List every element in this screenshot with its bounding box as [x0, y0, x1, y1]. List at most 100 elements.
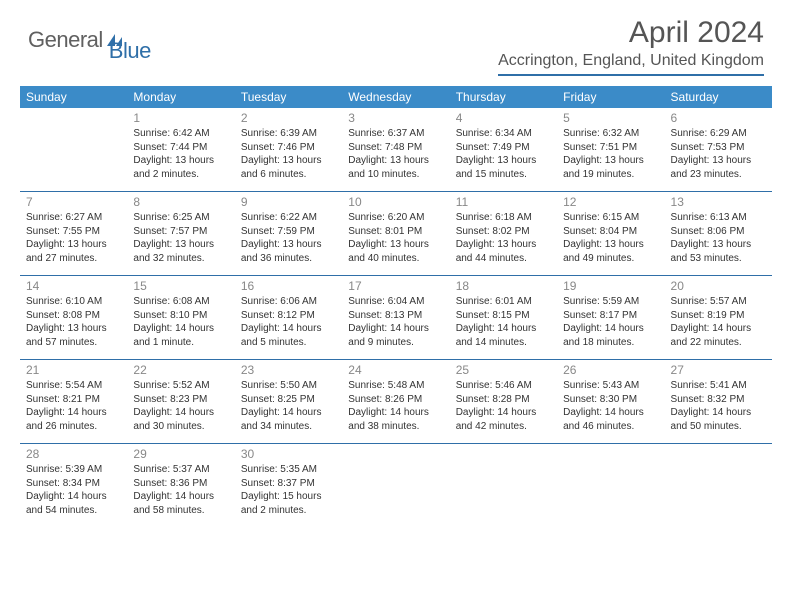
calendar-day-cell: 26 Sunrise: 5:43 AMSunset: 8:30 PMDayligh…	[557, 360, 664, 443]
calendar-day-cell: 27 Sunrise: 5:41 AMSunset: 8:32 PMDayligh…	[665, 360, 772, 443]
day-number: 25	[456, 363, 551, 377]
day-info: Sunrise: 6:13 AMSunset: 8:06 PMDaylight:…	[671, 211, 766, 265]
day-info: Sunrise: 6:06 AMSunset: 8:12 PMDaylight:…	[241, 295, 336, 349]
header: General Blue April 2024 Accrington, Engl…	[0, 0, 792, 78]
calendar-day-cell: 4 Sunrise: 6:34 AMSunset: 7:49 PMDaylight…	[450, 108, 557, 191]
calendar-day-cell: 14Sunrise: 6:10 AMSunset: 8:08 PMDayligh…	[20, 276, 127, 359]
calendar-day-cell: 12 Sunrise: 6:15 AMSunset: 8:04 PMDayligh…	[557, 192, 664, 275]
day-info: Sunrise: 5:50 AMSunset: 8:25 PMDaylight:…	[241, 379, 336, 433]
day-info: Sunrise: 6:29 AMSunset: 7:53 PMDaylight:…	[671, 127, 766, 181]
day-info: Sunrise: 6:32 AMSunset: 7:51 PMDaylight:…	[563, 127, 658, 181]
title-block: April 2024 Accrington, England, United K…	[498, 16, 764, 76]
day-header: Tuesday	[235, 86, 342, 108]
calendar-day-cell: 18Sunrise: 6:01 AMSunset: 8:15 PMDayligh…	[450, 276, 557, 359]
day-number: 3	[348, 111, 443, 125]
day-info: Sunrise: 6:22 AMSunset: 7:59 PMDaylight:…	[241, 211, 336, 265]
calendar-week-row: 28 Sunrise: 5:39 AMSunset: 8:34 PMDayligh…	[20, 444, 772, 527]
calendar-day-cell: 21 Sunrise: 5:54 AMSunset: 8:21 PMDayligh…	[20, 360, 127, 443]
calendar-week-row: 1 Sunrise: 6:42 AMSunset: 7:44 PMDaylight…	[20, 108, 772, 192]
calendar-day-cell: 28 Sunrise: 5:39 AMSunset: 8:34 PMDayligh…	[20, 444, 127, 527]
day-number: 7	[26, 195, 121, 209]
day-number: 17	[348, 279, 443, 293]
day-number: 4	[456, 111, 551, 125]
day-info: Sunrise: 5:54 AMSunset: 8:21 PMDaylight:…	[26, 379, 121, 433]
calendar-day-cell: 1 Sunrise: 6:42 AMSunset: 7:44 PMDaylight…	[127, 108, 234, 191]
day-info: Sunrise: 6:01 AMSunset: 8:15 PMDaylight:…	[456, 295, 551, 349]
calendar-day-cell: 7 Sunrise: 6:27 AMSunset: 7:55 PMDaylight…	[20, 192, 127, 275]
calendar-week-row: 7 Sunrise: 6:27 AMSunset: 7:55 PMDaylight…	[20, 192, 772, 276]
day-number: 19	[563, 279, 658, 293]
calendar-empty-cell	[20, 108, 127, 191]
day-number: 15	[133, 279, 228, 293]
day-info: Sunrise: 6:25 AMSunset: 7:57 PMDaylight:…	[133, 211, 228, 265]
calendar-day-cell: 9 Sunrise: 6:22 AMSunset: 7:59 PMDaylight…	[235, 192, 342, 275]
day-number: 1	[133, 111, 228, 125]
day-info: Sunrise: 6:27 AMSunset: 7:55 PMDaylight:…	[26, 211, 121, 265]
day-info: Sunrise: 5:41 AMSunset: 8:32 PMDaylight:…	[671, 379, 766, 433]
day-info: Sunrise: 5:52 AMSunset: 8:23 PMDaylight:…	[133, 379, 228, 433]
day-number: 22	[133, 363, 228, 377]
location-label: Accrington, England, United Kingdom	[498, 52, 764, 76]
day-info: Sunrise: 5:37 AMSunset: 8:36 PMDaylight:…	[133, 463, 228, 517]
calendar-week-row: 21 Sunrise: 5:54 AMSunset: 8:21 PMDayligh…	[20, 360, 772, 444]
calendar-day-cell: 19 Sunrise: 5:59 AMSunset: 8:17 PMDayligh…	[557, 276, 664, 359]
day-header: Wednesday	[342, 86, 449, 108]
day-info: Sunrise: 6:04 AMSunset: 8:13 PMDaylight:…	[348, 295, 443, 349]
month-title: April 2024	[498, 16, 764, 50]
day-number: 12	[563, 195, 658, 209]
calendar-day-cell: 24 Sunrise: 5:48 AMSunset: 8:26 PMDayligh…	[342, 360, 449, 443]
day-info: Sunrise: 6:15 AMSunset: 8:04 PMDaylight:…	[563, 211, 658, 265]
day-number: 8	[133, 195, 228, 209]
calendar-day-cell: 16Sunrise: 6:06 AMSunset: 8:12 PMDayligh…	[235, 276, 342, 359]
logo-text-general: General	[28, 27, 103, 53]
day-number: 11	[456, 195, 551, 209]
day-number: 21	[26, 363, 121, 377]
day-info: Sunrise: 6:34 AMSunset: 7:49 PMDaylight:…	[456, 127, 551, 181]
day-header: Monday	[127, 86, 234, 108]
day-info: Sunrise: 6:42 AMSunset: 7:44 PMDaylight:…	[133, 127, 228, 181]
day-info: Sunrise: 5:59 AMSunset: 8:17 PMDaylight:…	[563, 295, 658, 349]
day-number: 23	[241, 363, 336, 377]
calendar: SundayMondayTuesdayWednesdayThursdayFrid…	[20, 86, 772, 527]
day-info: Sunrise: 6:18 AMSunset: 8:02 PMDaylight:…	[456, 211, 551, 265]
day-number: 14	[26, 279, 121, 293]
day-info: Sunrise: 5:57 AMSunset: 8:19 PMDaylight:…	[671, 295, 766, 349]
day-number: 6	[671, 111, 766, 125]
calendar-day-cell: 30Sunrise: 5:35 AMSunset: 8:37 PMDayligh…	[235, 444, 342, 527]
calendar-day-cell: 3Sunrise: 6:37 AMSunset: 7:48 PMDaylight…	[342, 108, 449, 191]
day-header: Sunday	[20, 86, 127, 108]
day-number: 20	[671, 279, 766, 293]
calendar-header-row: SundayMondayTuesdayWednesdayThursdayFrid…	[20, 86, 772, 108]
calendar-day-cell: 8 Sunrise: 6:25 AMSunset: 7:57 PMDaylight…	[127, 192, 234, 275]
day-header: Thursday	[450, 86, 557, 108]
day-info: Sunrise: 5:39 AMSunset: 8:34 PMDaylight:…	[26, 463, 121, 517]
calendar-week-row: 14Sunrise: 6:10 AMSunset: 8:08 PMDayligh…	[20, 276, 772, 360]
day-info: Sunrise: 5:48 AMSunset: 8:26 PMDaylight:…	[348, 379, 443, 433]
day-info: Sunrise: 5:35 AMSunset: 8:37 PMDaylight:…	[241, 463, 336, 517]
calendar-day-cell: 15 Sunrise: 6:08 AMSunset: 8:10 PMDayligh…	[127, 276, 234, 359]
day-header: Saturday	[665, 86, 772, 108]
day-number: 9	[241, 195, 336, 209]
day-info: Sunrise: 6:39 AMSunset: 7:46 PMDaylight:…	[241, 127, 336, 181]
calendar-day-cell: 20 Sunrise: 5:57 AMSunset: 8:19 PMDayligh…	[665, 276, 772, 359]
calendar-empty-cell	[665, 444, 772, 527]
calendar-day-cell: 23 Sunrise: 5:50 AMSunset: 8:25 PMDayligh…	[235, 360, 342, 443]
calendar-day-cell: 6 Sunrise: 6:29 AMSunset: 7:53 PMDaylight…	[665, 108, 772, 191]
calendar-day-cell: 13 Sunrise: 6:13 AMSunset: 8:06 PMDayligh…	[665, 192, 772, 275]
calendar-day-cell: 11 Sunrise: 6:18 AMSunset: 8:02 PMDayligh…	[450, 192, 557, 275]
calendar-empty-cell	[342, 444, 449, 527]
day-number: 27	[671, 363, 766, 377]
calendar-body: 1 Sunrise: 6:42 AMSunset: 7:44 PMDaylight…	[20, 108, 772, 527]
calendar-day-cell: 5 Sunrise: 6:32 AMSunset: 7:51 PMDaylight…	[557, 108, 664, 191]
calendar-day-cell: 10Sunrise: 6:20 AMSunset: 8:01 PMDayligh…	[342, 192, 449, 275]
day-info: Sunrise: 5:43 AMSunset: 8:30 PMDaylight:…	[563, 379, 658, 433]
day-number: 26	[563, 363, 658, 377]
day-info: Sunrise: 6:08 AMSunset: 8:10 PMDaylight:…	[133, 295, 228, 349]
day-number: 5	[563, 111, 658, 125]
calendar-day-cell: 2Sunrise: 6:39 AMSunset: 7:46 PMDaylight…	[235, 108, 342, 191]
calendar-day-cell: 25Sunrise: 5:46 AMSunset: 8:28 PMDayligh…	[450, 360, 557, 443]
day-number: 13	[671, 195, 766, 209]
day-number: 28	[26, 447, 121, 461]
day-number: 24	[348, 363, 443, 377]
day-header: Friday	[557, 86, 664, 108]
